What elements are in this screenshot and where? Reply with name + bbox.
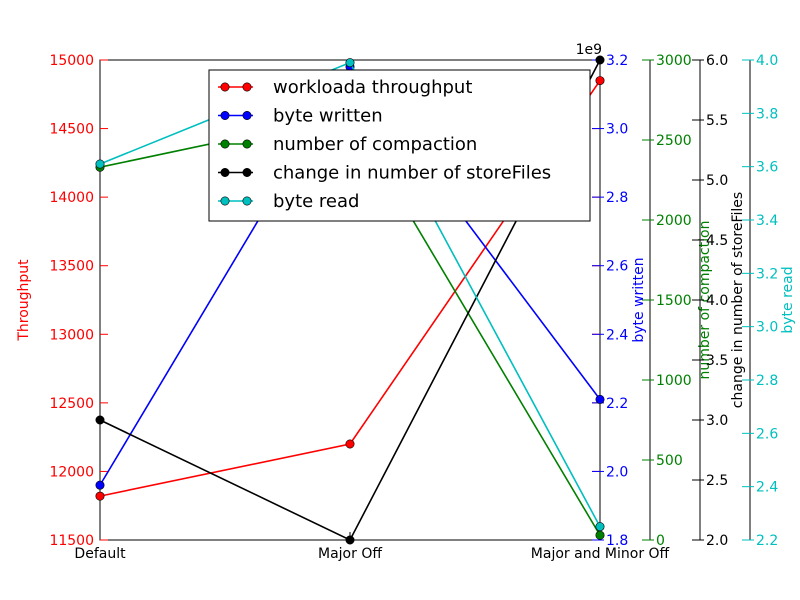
data-point: [345, 58, 355, 68]
y-tick-label: 4.0: [756, 53, 778, 69]
y-tick-label: 3.4: [756, 213, 778, 229]
legend-label: change in number of storeFiles: [273, 163, 551, 184]
data-point: [595, 76, 605, 86]
axis-byte_written: 1.8 2.0 2.2 2.4 2.6 2.8 3.0 3.2 byte written 1e9: [576, 42, 647, 549]
legend-marker: [242, 82, 252, 92]
y-tick-label: 3.8: [756, 106, 778, 122]
y-tick-label: 3.2: [606, 53, 628, 69]
y-tick-label: 2.5: [706, 473, 728, 489]
data-point: [595, 530, 605, 540]
y-axis-label: byte written: [631, 257, 647, 342]
y-tick-label: 1.8: [606, 533, 628, 549]
y-axis-offset-label: 1e9: [576, 42, 602, 58]
data-point: [345, 535, 355, 545]
data-point: [95, 491, 105, 501]
legend-marker: [220, 111, 230, 121]
legend-marker: [220, 82, 230, 92]
legend-label: byte read: [273, 191, 359, 212]
x-tick-label: Major Off: [318, 546, 382, 562]
data-point: [345, 439, 355, 449]
y-tick-label: 2.6: [606, 259, 628, 275]
x-tick-label: Default: [74, 546, 126, 562]
y-axis-label: change in number of storeFiles: [730, 192, 746, 408]
y-tick-label: 5.0: [706, 173, 728, 189]
y-tick-label: 4.0: [706, 293, 728, 309]
axis-byte_read: 2.2 2.4 2.6 2.8 3.0 3.2 3.4 3.6 3.8 4.0 byte read: [742, 53, 796, 549]
y-tick-label: 3.6: [756, 160, 778, 176]
y-axis-label: Throughput: [16, 259, 32, 342]
y-tick-label: 15000: [49, 53, 94, 69]
y-tick-label: 6.0: [706, 53, 728, 69]
y-tick-label: 13500: [49, 259, 94, 275]
y-tick-label: 3000: [656, 53, 692, 69]
y-tick-label: 2.4: [756, 480, 778, 496]
legend-marker: [242, 168, 252, 178]
legend-label: byte written: [273, 106, 383, 127]
legend-marker: [242, 111, 252, 121]
legend-marker: [220, 196, 230, 206]
legend-box: [208, 69, 591, 222]
y-tick-label: 2.0: [706, 533, 728, 549]
axis-throughput: 11500 12000 12500 13000 13500 14000 14500 15000…: [16, 53, 600, 549]
y-axis-label: number of compaction: [697, 221, 713, 380]
x-tick-label: Major and Minor Off: [531, 546, 670, 562]
data-point: [95, 159, 105, 169]
y-tick-label: 500: [656, 453, 683, 469]
y-axis-label: byte read: [780, 266, 796, 333]
y-tick-label: 3.2: [756, 266, 778, 282]
y-tick-label: 2500: [656, 133, 692, 149]
y-tick-label: 2000: [656, 213, 692, 229]
axis-storefiles: 2.0 2.5 3.0 3.5 4.0 4.5 5.0 5.5 6.0 change in num…: [692, 53, 746, 549]
y-tick-label: 4.5: [706, 233, 728, 249]
y-tick-label: 2.4: [606, 327, 628, 343]
y-tick-label: 1000: [656, 373, 692, 389]
y-tick-label: 13000: [49, 327, 94, 343]
legend-marker: [220, 168, 230, 178]
y-tick-label: 0: [656, 533, 665, 549]
y-tick-label: 1500: [656, 293, 692, 309]
series-byte-read: [95, 58, 605, 532]
y-tick-label: 3.0: [606, 122, 628, 138]
legend-marker: [220, 139, 230, 149]
y-tick-label: 3.0: [706, 413, 728, 429]
y-tick-label: 2.2: [756, 533, 778, 549]
y-tick-label: 2.6: [756, 426, 778, 442]
data-point: [95, 480, 105, 490]
data-point: [595, 394, 605, 404]
legend-label: number of compaction: [273, 134, 477, 155]
y-tick-label: 11500: [49, 533, 94, 549]
y-tick-label: 2.2: [606, 396, 628, 412]
data-point: [95, 415, 105, 425]
y-tick-label: 2.8: [756, 373, 778, 389]
y-tick-label: 3.5: [706, 353, 728, 369]
y-tick-label: 14500: [49, 122, 94, 138]
data-point: [595, 522, 605, 532]
data-point: [595, 55, 605, 65]
y-tick-label: 2.0: [606, 464, 628, 480]
y-tick-label: 14000: [49, 190, 94, 206]
legend-marker: [242, 196, 252, 206]
legend-marker: [242, 139, 252, 149]
legend: workloada throughput byte written number o…: [208, 69, 591, 222]
y-tick-label: 2.8: [606, 190, 628, 206]
y-tick-label: 3.0: [756, 320, 778, 336]
y-tick-label: 12500: [49, 396, 94, 412]
y-tick-label: 12000: [49, 464, 94, 480]
legend-label: workloada throughput: [273, 77, 472, 98]
axis-compaction: 0 500 1000 1500 2000 2500 3000 number of compac…: [642, 53, 713, 549]
y-tick-label: 5.5: [706, 113, 728, 129]
